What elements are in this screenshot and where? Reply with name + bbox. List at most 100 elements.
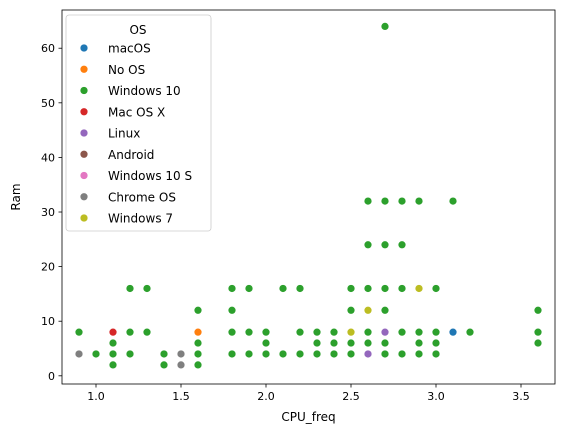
- scatter-point: [227, 284, 237, 293]
- scatter-point: [125, 327, 135, 337]
- x-tick-label: 3.5: [512, 390, 530, 403]
- scatter-point: [448, 327, 458, 337]
- x-tick-label: 1.0: [87, 390, 105, 403]
- scatter-point: [465, 327, 475, 337]
- scatter-point: [244, 349, 254, 359]
- scatter-point: [533, 327, 543, 337]
- scatter-point: [193, 305, 203, 315]
- y-axis-label: Ram: [9, 183, 23, 210]
- scatter-point: [363, 349, 373, 359]
- scatter-point: [380, 305, 390, 315]
- scatter-point: [74, 349, 84, 359]
- legend: OS macOS No OS Windows 10 Mac OS X Linux Andr…: [65, 14, 212, 232]
- legend-marker: [79, 149, 89, 159]
- scatter-point: [346, 305, 356, 315]
- scatter-point: [193, 360, 203, 370]
- scatter-point: [448, 196, 458, 206]
- scatter-point: [261, 349, 271, 359]
- y-tick-label: 20: [41, 261, 55, 274]
- legend-label: Windows 7: [108, 212, 173, 226]
- legend-title: OS: [129, 23, 146, 37]
- scatter-point: [244, 327, 254, 337]
- scatter-point: [261, 338, 271, 348]
- scatter-point: [193, 338, 203, 348]
- scatter-point: [329, 338, 339, 348]
- y-tick-label: 60: [41, 42, 55, 55]
- scatter-point: [397, 349, 407, 359]
- scatter-point: [346, 338, 356, 348]
- legend-marker: [79, 86, 89, 95]
- y-tick-label: 30: [41, 206, 55, 219]
- scatter-point: [329, 327, 339, 337]
- scatter-point: [380, 22, 390, 31]
- legend-marker: [79, 171, 89, 180]
- legend-label: macOS: [108, 42, 151, 56]
- scatter-point: [431, 327, 441, 337]
- scatter-point: [363, 338, 373, 348]
- y-tick-label: 10: [41, 315, 55, 328]
- scatter-point: [278, 349, 288, 359]
- legend-label: Chrome OS: [108, 190, 176, 204]
- scatter-point: [295, 284, 305, 293]
- scatter-point: [244, 284, 254, 293]
- scatter-point: [431, 349, 441, 359]
- scatter-point: [414, 284, 424, 293]
- scatter-point: [363, 327, 373, 337]
- scatter-point: [346, 284, 356, 293]
- scatter-point: [380, 240, 390, 250]
- points-layer: [74, 22, 543, 370]
- scatter-point: [380, 327, 390, 337]
- scatter-point: [108, 338, 118, 348]
- scatter-point: [363, 305, 373, 315]
- scatter-point: [346, 327, 356, 337]
- scatter-point: [312, 338, 322, 348]
- x-tick-label: 2.5: [342, 390, 360, 403]
- scatter-point: [397, 240, 407, 250]
- x-axis-ticks: 1.0 1.5 2.0 2.5 3.0 3.5: [87, 384, 530, 403]
- scatter-point: [380, 349, 390, 359]
- legend-items: macOS No OS Windows 10 Mac OS X Linux Android…: [79, 42, 192, 226]
- scatter-point: [193, 327, 203, 337]
- scatter-point: [414, 196, 424, 206]
- legend-marker: [79, 213, 89, 223]
- legend-label: Android: [108, 148, 154, 162]
- scatter-point: [380, 338, 390, 348]
- x-tick-label: 2.0: [257, 390, 275, 403]
- scatter-point: [142, 284, 152, 293]
- scatter-point: [380, 284, 390, 293]
- legend-label: No OS: [108, 63, 145, 77]
- scatter-point: [397, 196, 407, 206]
- legend-label: Linux: [108, 127, 140, 141]
- scatter-point: [176, 360, 186, 370]
- scatter-point: [363, 284, 373, 293]
- scatter-point: [397, 284, 407, 293]
- plot-frame: [61, 9, 556, 385]
- scatter-point: [227, 349, 237, 359]
- scatter-point: [159, 349, 169, 359]
- scatter-point: [227, 327, 237, 337]
- scatter-point: [159, 360, 169, 370]
- scatter-point: [108, 360, 118, 370]
- scatter-point: [533, 338, 543, 348]
- legend-label: Windows 10: [108, 84, 181, 98]
- scatter-point: [431, 284, 441, 293]
- legend-marker: [79, 43, 89, 53]
- scatter-point: [380, 196, 390, 206]
- legend-marker: [79, 107, 89, 117]
- scatter-point: [312, 349, 322, 359]
- scatter-point: [533, 305, 543, 315]
- scatter-point: [363, 196, 373, 206]
- scatter-point: [261, 327, 271, 337]
- x-tick-label: 1.5: [172, 390, 190, 403]
- scatter-point: [108, 327, 118, 337]
- scatter-point: [142, 327, 152, 337]
- scatter-point: [125, 349, 135, 359]
- y-tick-label: 40: [41, 151, 55, 164]
- scatter-point: [193, 349, 203, 359]
- scatter-point: [125, 284, 135, 293]
- scatter-point: [329, 349, 339, 359]
- legend-frame: [65, 14, 212, 232]
- scatter-point: [397, 327, 407, 337]
